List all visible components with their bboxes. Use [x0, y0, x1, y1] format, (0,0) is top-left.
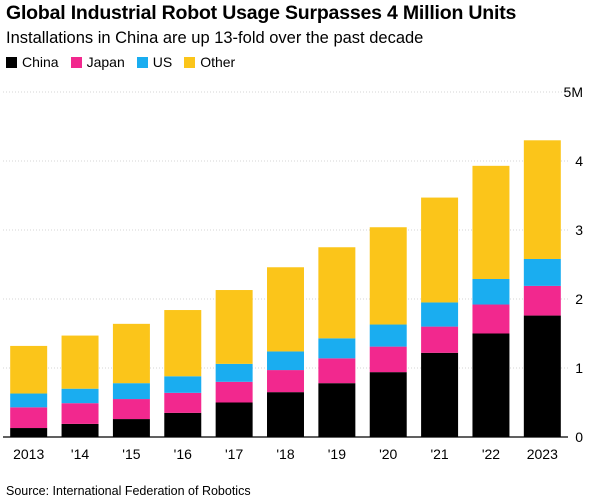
bar-japan-8 — [421, 326, 459, 353]
y-tick-label-3: 3 — [575, 222, 583, 238]
bar-us-4 — [215, 363, 253, 382]
bar-china-7 — [369, 372, 407, 437]
legend-item-japan: Japan — [70, 54, 125, 70]
bar-japan-2 — [112, 399, 150, 420]
bar-us-0 — [10, 393, 48, 408]
y-tick-label-2: 2 — [575, 291, 583, 307]
bar-us-10 — [523, 258, 561, 286]
source-note: Source: International Federation of Robo… — [6, 484, 251, 498]
legend-item-other: Other — [184, 54, 235, 70]
bar-other-6 — [318, 247, 356, 339]
chart-title: Global Industrial Robot Usage Surpasses … — [6, 2, 517, 24]
bar-other-4 — [215, 290, 253, 364]
bar-other-1 — [61, 335, 99, 389]
bar-japan-0 — [10, 407, 48, 429]
x-tick-label-7: '20 — [379, 446, 397, 462]
bar-japan-10 — [523, 285, 561, 316]
bar-china-5 — [267, 392, 304, 437]
bar-other-0 — [10, 345, 48, 394]
bar-us-2 — [112, 383, 150, 400]
bar-other-7 — [369, 227, 407, 325]
legend-swatch-china — [6, 56, 17, 68]
x-tick-label-2: '15 — [122, 446, 140, 462]
bar-us-1 — [61, 388, 99, 404]
bar-other-9 — [472, 165, 510, 279]
legend-swatch-japan — [70, 56, 82, 68]
bar-japan-1 — [61, 403, 99, 424]
bar-china-4 — [215, 402, 253, 437]
y-tick-label-0: 0 — [575, 429, 583, 445]
bar-other-2 — [112, 323, 150, 384]
bar-japan-9 — [472, 304, 510, 334]
bar-japan-4 — [215, 381, 253, 403]
legend-label-japan: Japan — [86, 54, 125, 70]
bar-japan-6 — [318, 358, 356, 384]
bar-china-10 — [523, 315, 561, 437]
legend-swatch-other — [184, 56, 196, 68]
x-tick-label-9: '22 — [482, 446, 500, 462]
legend-label-us: US — [152, 54, 173, 70]
legend-swatch-us — [136, 56, 148, 68]
bar-china-3 — [164, 412, 202, 437]
x-tick-label-6: '19 — [328, 446, 346, 462]
y-tick-label-4: 4 — [575, 153, 583, 169]
y-tick-label-1: 1 — [575, 360, 583, 376]
bar-us-8 — [421, 302, 459, 327]
bar-china-9 — [472, 333, 510, 437]
chart-legend: China Japan US Other — [6, 54, 247, 70]
bar-china-2 — [112, 419, 150, 437]
legend-item-us: US — [136, 54, 173, 70]
x-tick-label-5: '18 — [276, 446, 294, 462]
bar-japan-5 — [267, 370, 304, 393]
bar-china-1 — [61, 423, 99, 437]
legend-label-other: Other — [200, 54, 236, 70]
bar-other-8 — [421, 197, 459, 303]
y-tick-label-5: 5M — [564, 84, 583, 100]
bar-other-5 — [267, 267, 304, 352]
bar-japan-3 — [164, 392, 202, 413]
bar-us-5 — [267, 351, 304, 371]
bar-china-6 — [318, 383, 356, 437]
chart-subtitle: Installations in China are up 13-fold ov… — [6, 29, 424, 47]
bar-other-10 — [523, 140, 561, 259]
bar-china-0 — [10, 428, 48, 437]
bar-china-8 — [421, 352, 459, 437]
legend-label-china: China — [22, 54, 59, 70]
bar-us-7 — [369, 324, 407, 347]
bar-us-9 — [472, 278, 510, 305]
x-tick-label-8: '21 — [430, 446, 448, 462]
bar-us-3 — [164, 376, 202, 393]
x-tick-label-3: '16 — [174, 446, 192, 462]
legend-item-china: China — [6, 54, 59, 70]
bar-japan-7 — [369, 346, 407, 373]
x-tick-label-0: 2013 — [13, 446, 44, 462]
x-tick-label-4: '17 — [225, 446, 243, 462]
bar-other-3 — [164, 310, 202, 377]
x-tick-label-1: '14 — [71, 446, 89, 462]
x-tick-label-10: 2023 — [527, 446, 558, 462]
bar-us-6 — [318, 338, 356, 359]
